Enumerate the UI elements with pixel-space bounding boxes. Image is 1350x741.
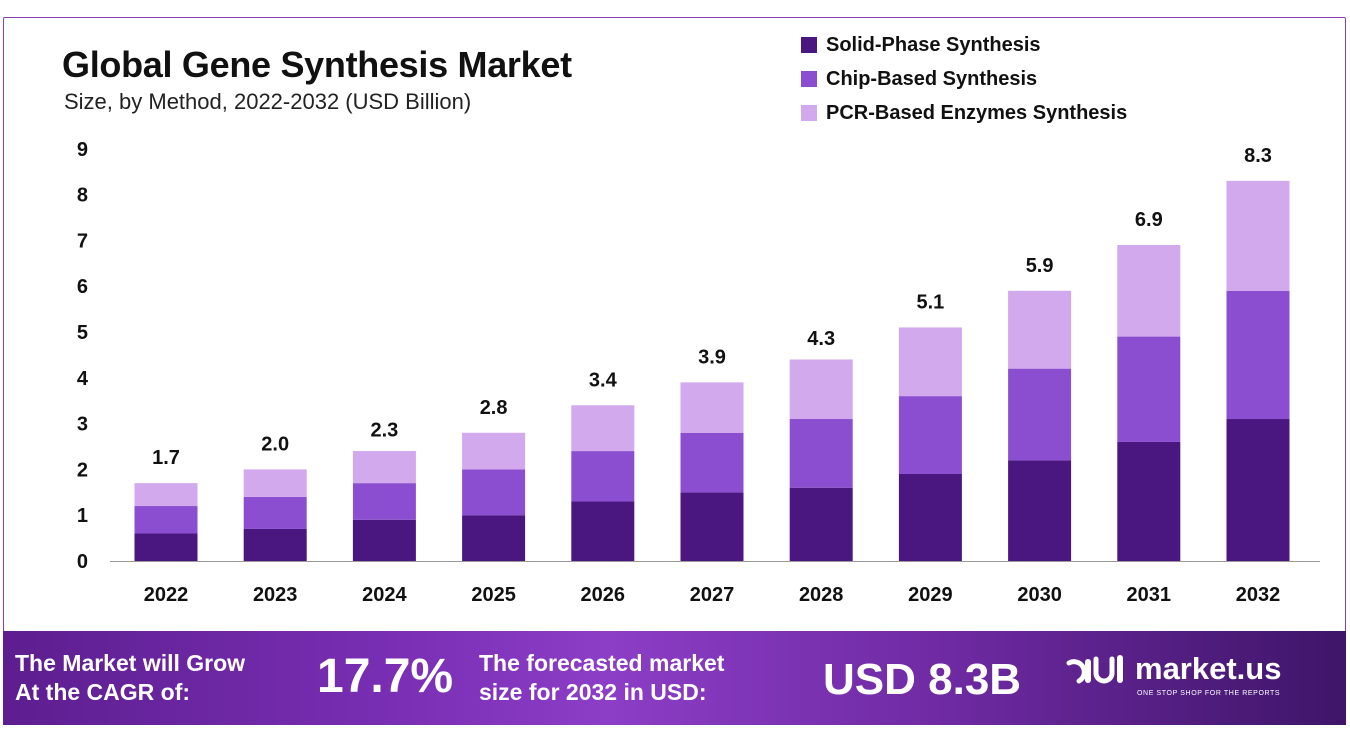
bar-segment	[352, 519, 416, 561]
bar-segment	[352, 483, 416, 520]
bar-segment	[1008, 460, 1072, 561]
bar-segment	[243, 469, 307, 497]
legend-swatch	[801, 105, 817, 121]
bar-segment	[134, 506, 198, 534]
bar-segment	[680, 382, 744, 433]
y-tick-label: 4	[77, 368, 89, 390]
y-tick-label: 7	[77, 230, 88, 252]
x-tick-label: 2025	[471, 584, 516, 606]
stacked-bar-chart: 0 1 2 3 4 5 6 7 8 9 1.7 2022 2.0 2023 2.3 2024 2.8 2025 3.…	[77, 139, 1320, 606]
bar-segment	[680, 492, 744, 561]
bar-total-label: 4.3	[807, 328, 835, 350]
y-tick-label: 6	[77, 276, 88, 298]
cagr-label-line2: At the CAGR of:	[15, 679, 191, 705]
x-tick-label: 2027	[690, 584, 735, 606]
bar-segment	[352, 451, 416, 484]
bar-total-label: 3.9	[698, 346, 726, 368]
x-tick-label: 2026	[581, 584, 626, 606]
x-tick-label: 2030	[1017, 584, 1062, 606]
brand-tagline: ONE STOP SHOP FOR THE REPORTS	[1137, 690, 1281, 697]
bar-total-label: 8.3	[1244, 145, 1272, 167]
x-tick-label: 2023	[253, 584, 298, 606]
bar-total-label: 2.8	[480, 397, 508, 419]
bar-segment	[789, 359, 853, 420]
footer-banner: The Market will Grow At the CAGR of: 17.…	[3, 631, 1346, 725]
x-tick-label: 2024	[362, 584, 407, 606]
bar-total-label: 5.1	[916, 291, 944, 313]
cagr-label-line1: The Market will Grow	[15, 650, 246, 676]
bar-segment	[1226, 180, 1290, 291]
forecast-label-line2: size for 2032 in USD:	[479, 679, 707, 705]
bar-segment	[1226, 290, 1290, 420]
legend: Solid-Phase Synthesis Chip-Based Synthes…	[801, 28, 1127, 130]
forecast-label-line1: The forecasted market	[479, 650, 725, 676]
bar-segment	[243, 496, 307, 529]
y-tick-label: 2	[77, 459, 88, 481]
bar-segment	[1226, 419, 1290, 561]
x-tick-label: 2022	[144, 584, 189, 606]
bar-segment	[789, 487, 853, 561]
bar-segment	[1008, 368, 1072, 461]
x-tick-label: 2028	[799, 584, 844, 606]
bar-segment	[1008, 290, 1072, 369]
legend-swatch	[801, 37, 817, 53]
bar-segment	[789, 419, 853, 488]
chart-subtitle: Size, by Method, 2022-2032 (USD Billion)	[64, 89, 472, 114]
bar-segment	[462, 469, 526, 516]
bar-segment	[571, 451, 635, 502]
cagr-value: 17.7%	[317, 650, 454, 703]
bar-segment	[1117, 441, 1181, 561]
bar-total-label: 1.7	[152, 447, 180, 469]
legend-label: Solid-Phase Synthesis	[826, 33, 1041, 56]
brand-name: market.us	[1135, 651, 1282, 686]
bar-segment	[1117, 336, 1181, 442]
bar-segment	[680, 432, 744, 493]
chart-title: Global Gene Synthesis Market	[62, 44, 572, 85]
bar-total-label: 2.3	[370, 420, 398, 442]
y-tick-label: 8	[77, 185, 88, 207]
market-us-logo-icon	[1066, 655, 1123, 684]
bar-total-label: 5.9	[1026, 255, 1054, 277]
y-tick-label: 3	[77, 414, 88, 436]
bar-segment	[898, 396, 962, 474]
legend-swatch	[801, 71, 817, 87]
bar-segment	[462, 515, 526, 561]
y-tick-label: 0	[77, 551, 88, 573]
legend-item-pcr-based: PCR-Based Enzymes Synthesis	[801, 96, 1127, 130]
bar-segment	[243, 528, 307, 561]
bar-segment	[1117, 244, 1181, 337]
x-tick-label: 2032	[1236, 584, 1281, 606]
x-tick-label: 2031	[1127, 584, 1172, 606]
x-tick-label: 2029	[908, 584, 953, 606]
bar-segment	[571, 501, 635, 561]
brand-logo: market.us ONE STOP SHOP FOR THE REPORTS	[1065, 651, 1281, 697]
bar-total-label: 6.9	[1135, 209, 1163, 231]
legend-label: PCR-Based Enzymes Synthesis	[826, 101, 1128, 124]
legend-label: Chip-Based Synthesis	[826, 67, 1038, 90]
legend-item-solid-phase: Solid-Phase Synthesis	[801, 28, 1127, 62]
y-tick-label: 9	[77, 139, 88, 161]
bar-segment	[134, 533, 198, 561]
bar-total-label: 2.0	[261, 433, 289, 455]
bar-segment	[898, 473, 962, 561]
bar-total-label: 3.4	[589, 369, 618, 391]
forecast-label: The forecasted market size for 2032 in U…	[479, 649, 724, 707]
bar-segment	[571, 405, 635, 452]
y-tick-label: 1	[77, 505, 88, 527]
legend-item-chip-based: Chip-Based Synthesis	[801, 62, 1127, 96]
cagr-label: The Market will Grow At the CAGR of:	[15, 649, 245, 707]
forecast-value: USD 8.3B	[823, 655, 1022, 704]
bar-segment	[898, 327, 962, 397]
y-tick-label: 5	[77, 322, 88, 344]
bar-segment	[462, 432, 526, 470]
bar-segment	[134, 483, 198, 507]
